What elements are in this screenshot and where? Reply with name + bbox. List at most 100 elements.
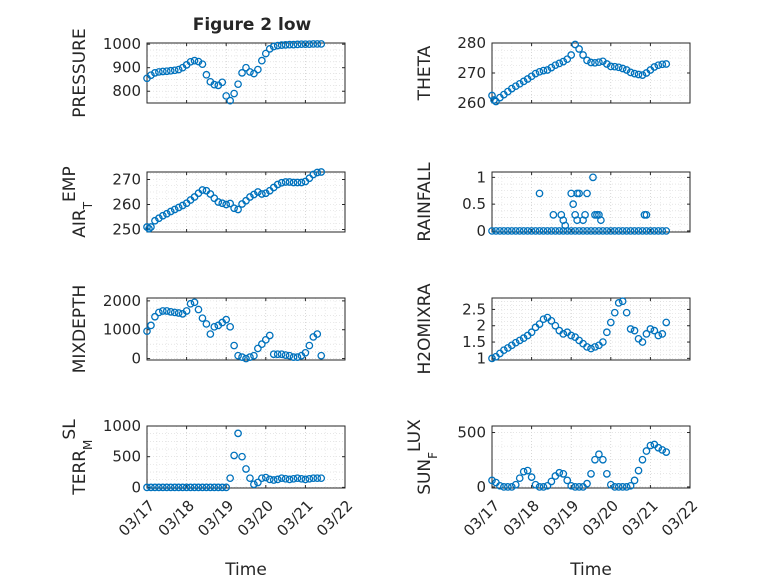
data-point xyxy=(230,451,238,460)
data-point xyxy=(285,475,294,484)
data-point xyxy=(658,60,667,69)
data-point xyxy=(218,78,227,87)
data-point xyxy=(254,478,262,487)
data-point xyxy=(166,307,175,316)
data-point xyxy=(523,466,532,475)
data-point xyxy=(488,354,496,363)
data-point xyxy=(511,338,520,347)
data-point xyxy=(547,477,556,486)
data-point xyxy=(309,474,318,483)
data-point xyxy=(535,189,544,198)
data-point xyxy=(297,178,306,187)
data-point xyxy=(654,331,663,340)
data-point xyxy=(222,92,231,100)
data-point xyxy=(507,483,516,491)
y-label-subscript: T xyxy=(81,201,95,210)
y-label-subscript: M xyxy=(81,440,95,450)
data-point xyxy=(551,227,560,235)
data-point xyxy=(549,211,558,219)
data-point xyxy=(289,40,298,49)
data-point xyxy=(543,481,552,490)
data-point xyxy=(658,330,667,338)
data-point xyxy=(281,178,290,186)
data-point xyxy=(289,353,298,361)
data-point xyxy=(194,305,203,314)
x-axis-label: Time xyxy=(569,560,612,580)
data-point xyxy=(591,455,599,464)
data-point xyxy=(147,223,155,231)
data-point xyxy=(527,227,536,235)
data-point xyxy=(583,227,591,235)
data-point xyxy=(186,57,195,66)
data-point xyxy=(317,168,326,176)
data-point xyxy=(571,227,580,235)
y-tick-label: 280 xyxy=(457,34,486,52)
data-point xyxy=(614,63,623,72)
y-axis-label: PRESSURE xyxy=(70,28,90,117)
data-point xyxy=(567,331,576,340)
data-point xyxy=(206,190,215,198)
data-point xyxy=(535,483,544,491)
data-point xyxy=(281,41,290,49)
y-tick-label: 2000 xyxy=(103,292,141,310)
data-point xyxy=(226,199,235,208)
data-point xyxy=(250,69,258,78)
axes-box xyxy=(146,42,346,104)
data-point xyxy=(519,227,528,235)
data-point xyxy=(559,470,568,478)
data-point xyxy=(143,327,151,336)
data-point xyxy=(606,318,615,327)
axes-box xyxy=(146,171,346,233)
data-point xyxy=(515,336,524,345)
data-point xyxy=(503,227,512,235)
data-point xyxy=(190,298,199,307)
y-label-main: TERR xyxy=(70,450,90,496)
data-point xyxy=(246,68,254,76)
data-point xyxy=(242,465,250,473)
data-point xyxy=(317,351,326,360)
data-point xyxy=(151,483,159,492)
data-point xyxy=(638,338,647,346)
data-point xyxy=(281,474,290,483)
data-point xyxy=(500,483,508,491)
data-point xyxy=(238,452,246,461)
y-tick-label: 0 xyxy=(476,222,486,240)
y-label-tail: SL xyxy=(60,419,80,440)
data-point xyxy=(170,483,179,492)
y-label-subscript: F xyxy=(426,452,440,459)
data-point xyxy=(313,474,322,483)
y-tick-label: 1000 xyxy=(103,417,141,435)
data-point xyxy=(591,227,599,235)
x-tick-label: 03/17 xyxy=(460,497,503,540)
data-point xyxy=(606,480,615,489)
data-point xyxy=(610,483,619,491)
data-point xyxy=(543,227,552,235)
data-point xyxy=(650,63,659,71)
data-point xyxy=(547,227,556,235)
data-point xyxy=(273,180,282,189)
data-point xyxy=(642,447,651,455)
data-point xyxy=(162,483,171,492)
data-point xyxy=(581,211,589,219)
data-point xyxy=(597,216,605,225)
data-point xyxy=(587,227,595,235)
data-point xyxy=(561,221,570,230)
y-tick-label: 500 xyxy=(457,424,486,442)
x-tick-label: 03/20 xyxy=(234,497,277,540)
data-point xyxy=(539,66,548,75)
data-point xyxy=(618,227,627,235)
data-point xyxy=(226,322,235,331)
data-point xyxy=(630,476,639,485)
data-point xyxy=(246,474,254,483)
data-point xyxy=(589,173,597,182)
y-tick-label: 1000 xyxy=(103,321,141,339)
data-point xyxy=(507,84,516,93)
data-point xyxy=(555,468,564,477)
data-point xyxy=(289,178,298,187)
data-point xyxy=(610,308,619,317)
data-point xyxy=(618,64,627,73)
data-point xyxy=(222,200,231,209)
x-tick-label: 03/19 xyxy=(194,497,237,540)
data-point xyxy=(642,211,651,219)
data-point xyxy=(563,55,572,64)
